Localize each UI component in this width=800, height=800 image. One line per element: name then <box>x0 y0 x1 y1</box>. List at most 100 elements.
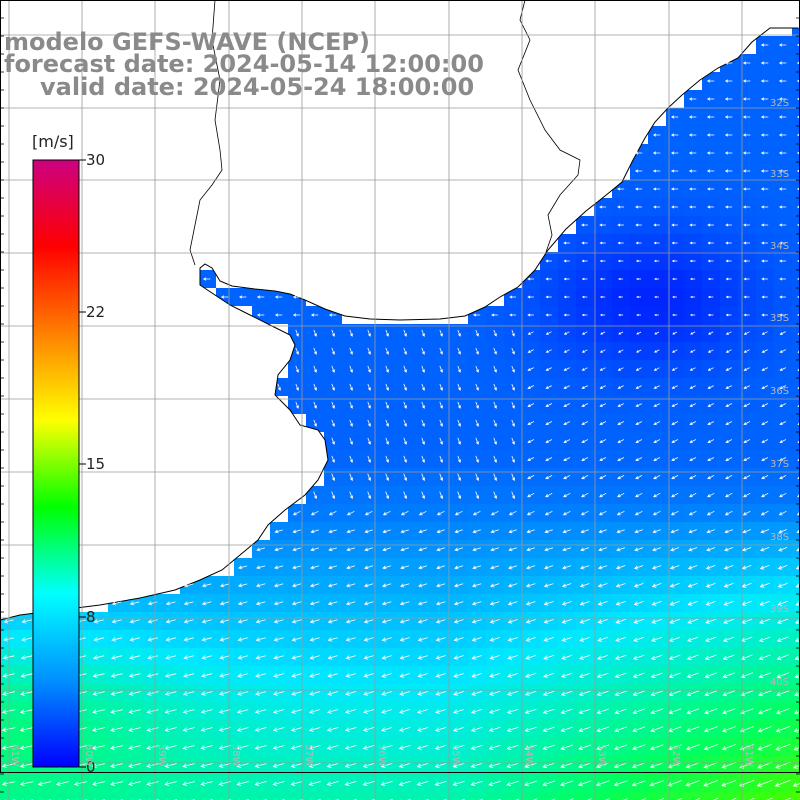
wind-arrow <box>93 619 104 624</box>
wind-arrow <box>292 583 302 588</box>
wind-arrow <box>493 437 497 445</box>
wind-arrow <box>326 781 339 786</box>
wind-arrow <box>471 673 483 678</box>
wind-arrow <box>381 601 392 606</box>
wind-arrow <box>671 385 678 389</box>
wind-arrow <box>183 583 194 588</box>
wind-arrow <box>526 529 535 534</box>
wind-arrow <box>470 762 483 768</box>
wind-arrow <box>19 745 34 750</box>
wind-arrow <box>761 313 768 317</box>
wind-arrow <box>615 636 627 642</box>
wind-arrow <box>742 205 751 209</box>
wind-arrow <box>578 708 591 714</box>
wind-arrow <box>421 473 425 482</box>
wind-arrow <box>457 401 461 409</box>
wind-arrow <box>600 313 606 317</box>
wind-arrow <box>147 619 158 624</box>
wind-arrow <box>363 619 374 624</box>
lat-label-40s: 40S <box>770 677 790 688</box>
wind-arrow <box>527 367 534 371</box>
wind-arrow <box>723 618 735 624</box>
wind-arrow <box>331 365 335 373</box>
wind-arrow <box>778 61 787 65</box>
wind-arrow <box>634 151 643 155</box>
wind-arrow <box>635 259 642 263</box>
wind-arrow <box>200 727 213 732</box>
wind-arrow <box>723 582 734 588</box>
wind-arrow <box>599 241 606 245</box>
wind-arrow <box>777 582 788 588</box>
wind-arrow <box>743 475 751 480</box>
wind-arrow <box>403 401 407 409</box>
wind-arrow <box>689 367 696 371</box>
wind-arrow <box>707 313 714 317</box>
wind-arrow <box>761 385 769 389</box>
wind-arrow <box>579 619 590 624</box>
wind-arrow <box>689 385 696 389</box>
wind-arrow <box>705 600 716 606</box>
wind-arrow <box>599 403 606 407</box>
wind-arrow <box>471 601 482 606</box>
wind-arrow <box>255 637 266 642</box>
wind-arrow <box>421 365 425 373</box>
wind-arrow <box>403 455 407 463</box>
wind-arrow <box>725 492 733 498</box>
wind-arrow <box>349 437 353 445</box>
wind-arrow <box>475 455 479 463</box>
wind-arrow <box>295 347 299 355</box>
wind-arrow <box>742 169 751 173</box>
wind-arrow <box>743 223 751 227</box>
wind-arrow <box>778 223 787 227</box>
wind-arrow <box>649 762 664 769</box>
wind-arrow <box>615 601 626 606</box>
wind-arrow <box>524 780 538 787</box>
wind-arrow <box>236 727 249 732</box>
wind-arrow <box>398 780 411 786</box>
wind-arrow <box>164 745 177 750</box>
wind-arrow <box>418 583 428 588</box>
wind-arrow <box>706 151 715 155</box>
wind-arrow <box>488 762 501 768</box>
wind-cell <box>792 486 800 504</box>
wind-arrow <box>291 619 302 624</box>
wind-arrow <box>128 673 141 678</box>
wind-arrow <box>687 636 699 642</box>
wind-arrow <box>667 762 682 769</box>
wind-arrow <box>653 223 660 227</box>
wind-arrow <box>493 473 497 482</box>
wind-arrow <box>493 491 498 500</box>
wind-arrow <box>164 727 177 732</box>
wind-cell <box>270 792 288 800</box>
wind-cell <box>630 792 648 800</box>
wind-cell <box>576 792 594 800</box>
wind-arrow <box>380 762 393 768</box>
wind-arrow <box>308 709 321 714</box>
wind-cell <box>450 792 468 800</box>
wind-arrow <box>707 385 714 389</box>
wind-arrow <box>362 745 375 750</box>
wind-arrow <box>707 205 715 209</box>
wind-arrow <box>238 583 248 588</box>
wind-arrow <box>599 367 606 371</box>
wind-arrow <box>671 421 679 425</box>
wind-arrow <box>577 780 592 787</box>
wind-arrow <box>489 691 501 696</box>
wind-arrow <box>399 655 410 660</box>
wind-arrow <box>292 529 301 534</box>
wind-arrow <box>403 491 408 500</box>
wind-arrow <box>688 115 697 119</box>
wind-arrow <box>525 637 536 642</box>
wind-arrow <box>506 708 519 714</box>
wind-arrow <box>183 637 194 642</box>
wind-arrow <box>436 529 445 534</box>
wind-arrow <box>295 401 299 409</box>
wind-arrow <box>653 421 661 425</box>
wind-arrow <box>313 329 317 337</box>
wind-arrow <box>723 636 735 642</box>
wind-arrow <box>598 565 608 570</box>
wind-arrow <box>200 745 213 750</box>
wind-arrow <box>671 457 679 461</box>
wind-arrow <box>689 492 697 498</box>
wind-arrow <box>111 655 123 660</box>
